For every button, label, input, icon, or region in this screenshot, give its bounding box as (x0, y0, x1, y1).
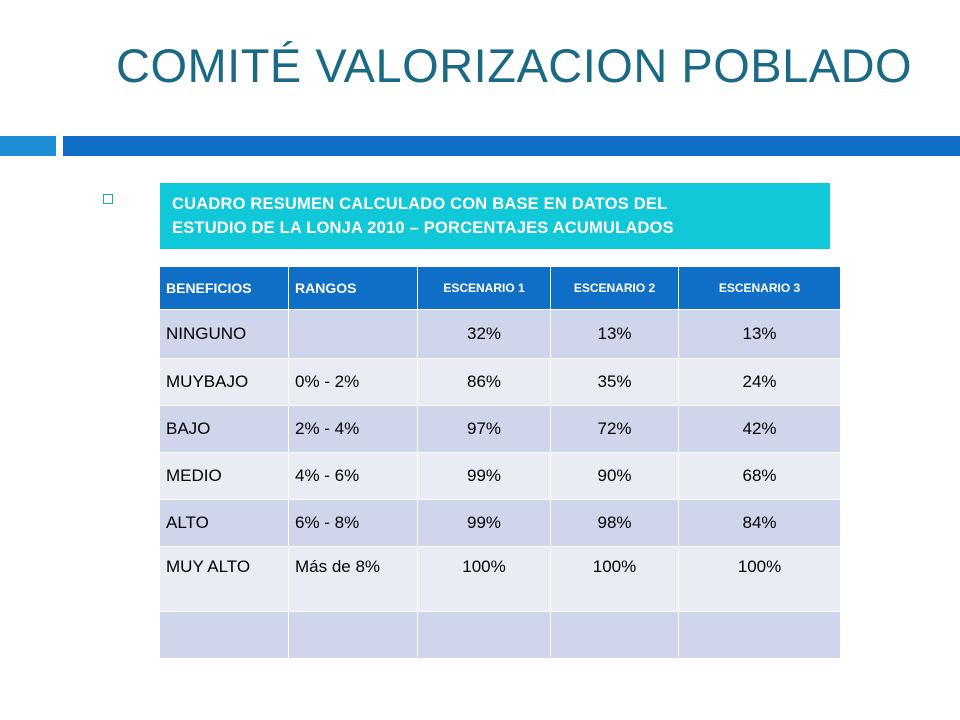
cell-escenario-1: 97% (417, 405, 551, 453)
cell-escenario-2: 100% (550, 546, 679, 612)
summary-line-1: CUADRO RESUMEN CALCULADO CON BASE EN DAT… (172, 195, 668, 213)
header-escenario-2: ESCENARIO 2 (550, 266, 679, 310)
cell-escenario-2: 13% (550, 309, 679, 359)
cell-beneficio: MEDIO (159, 452, 289, 500)
cell-escenario-1: 100% (417, 546, 551, 612)
cell-escenario-2: 72% (550, 405, 679, 453)
table-row: MEDIO 4% - 6% 99% 90% 68% (159, 452, 841, 500)
table-row (159, 611, 841, 659)
cell-escenario-1: 99% (417, 452, 551, 500)
cell-escenario-1: 32% (417, 309, 551, 359)
cell-escenario-3: 24% (678, 358, 841, 406)
table-row: MUY ALTO Más de 8% 100% 100% 100% (159, 546, 841, 612)
cell-rango: 0% - 2% (288, 358, 418, 406)
cell-escenario-3: 100% (678, 546, 841, 612)
table-header-row: BENEFICIOS RANGOS ESCENARIO 1 ESCENARIO … (159, 266, 841, 310)
cell-beneficio (159, 611, 289, 659)
table-row: BAJO 2% - 4% 97% 72% 42% (159, 405, 841, 453)
summary-caption-box: CUADRO RESUMEN CALCULADO CON BASE EN DAT… (160, 183, 830, 249)
cell-rango (288, 611, 418, 659)
cell-escenario-3 (678, 611, 841, 659)
cell-escenario-2: 35% (550, 358, 679, 406)
cell-escenario-3: 84% (678, 499, 841, 547)
table-row: MUYBAJO 0% - 2% 86% 35% 24% (159, 358, 841, 406)
header-escenario-1: ESCENARIO 1 (417, 266, 551, 310)
cell-beneficio: NINGUNO (159, 309, 289, 359)
cell-escenario-2: 98% (550, 499, 679, 547)
cell-rango: 6% - 8% (288, 499, 418, 547)
cell-escenario-2: 90% (550, 452, 679, 500)
cell-escenario-1 (417, 611, 551, 659)
table-row: NINGUNO 32% 13% 13% (159, 309, 841, 359)
header-escenario-3: ESCENARIO 3 (678, 266, 841, 310)
square-bullet-icon (103, 194, 113, 204)
cell-beneficio: MUY ALTO (159, 546, 289, 612)
summary-line-2: ESTUDIO DE LA LONJA 2010 – PORCENTAJES A… (172, 219, 674, 237)
accent-bar-left (0, 136, 56, 156)
header-rangos: RANGOS (288, 266, 418, 310)
summary-table: BENEFICIOS RANGOS ESCENARIO 1 ESCENARIO … (159, 266, 841, 659)
cell-escenario-2 (550, 611, 679, 659)
cell-escenario-1: 99% (417, 499, 551, 547)
cell-escenario-3: 42% (678, 405, 841, 453)
cell-rango: 4% - 6% (288, 452, 418, 500)
cell-escenario-3: 13% (678, 309, 841, 359)
header-beneficios: BENEFICIOS (159, 266, 289, 310)
page-title: COMITÉ VALORIZACION POBLADO (116, 39, 913, 92)
cell-rango: 2% - 4% (288, 405, 418, 453)
accent-bar-right (63, 136, 960, 156)
cell-escenario-3: 68% (678, 452, 841, 500)
cell-escenario-1: 86% (417, 358, 551, 406)
cell-rango (288, 309, 418, 359)
cell-beneficio: BAJO (159, 405, 289, 453)
table-row: ALTO 6% - 8% 99% 98% 84% (159, 499, 841, 547)
cell-beneficio: MUYBAJO (159, 358, 289, 406)
cell-rango: Más de 8% (288, 546, 418, 612)
cell-beneficio: ALTO (159, 499, 289, 547)
